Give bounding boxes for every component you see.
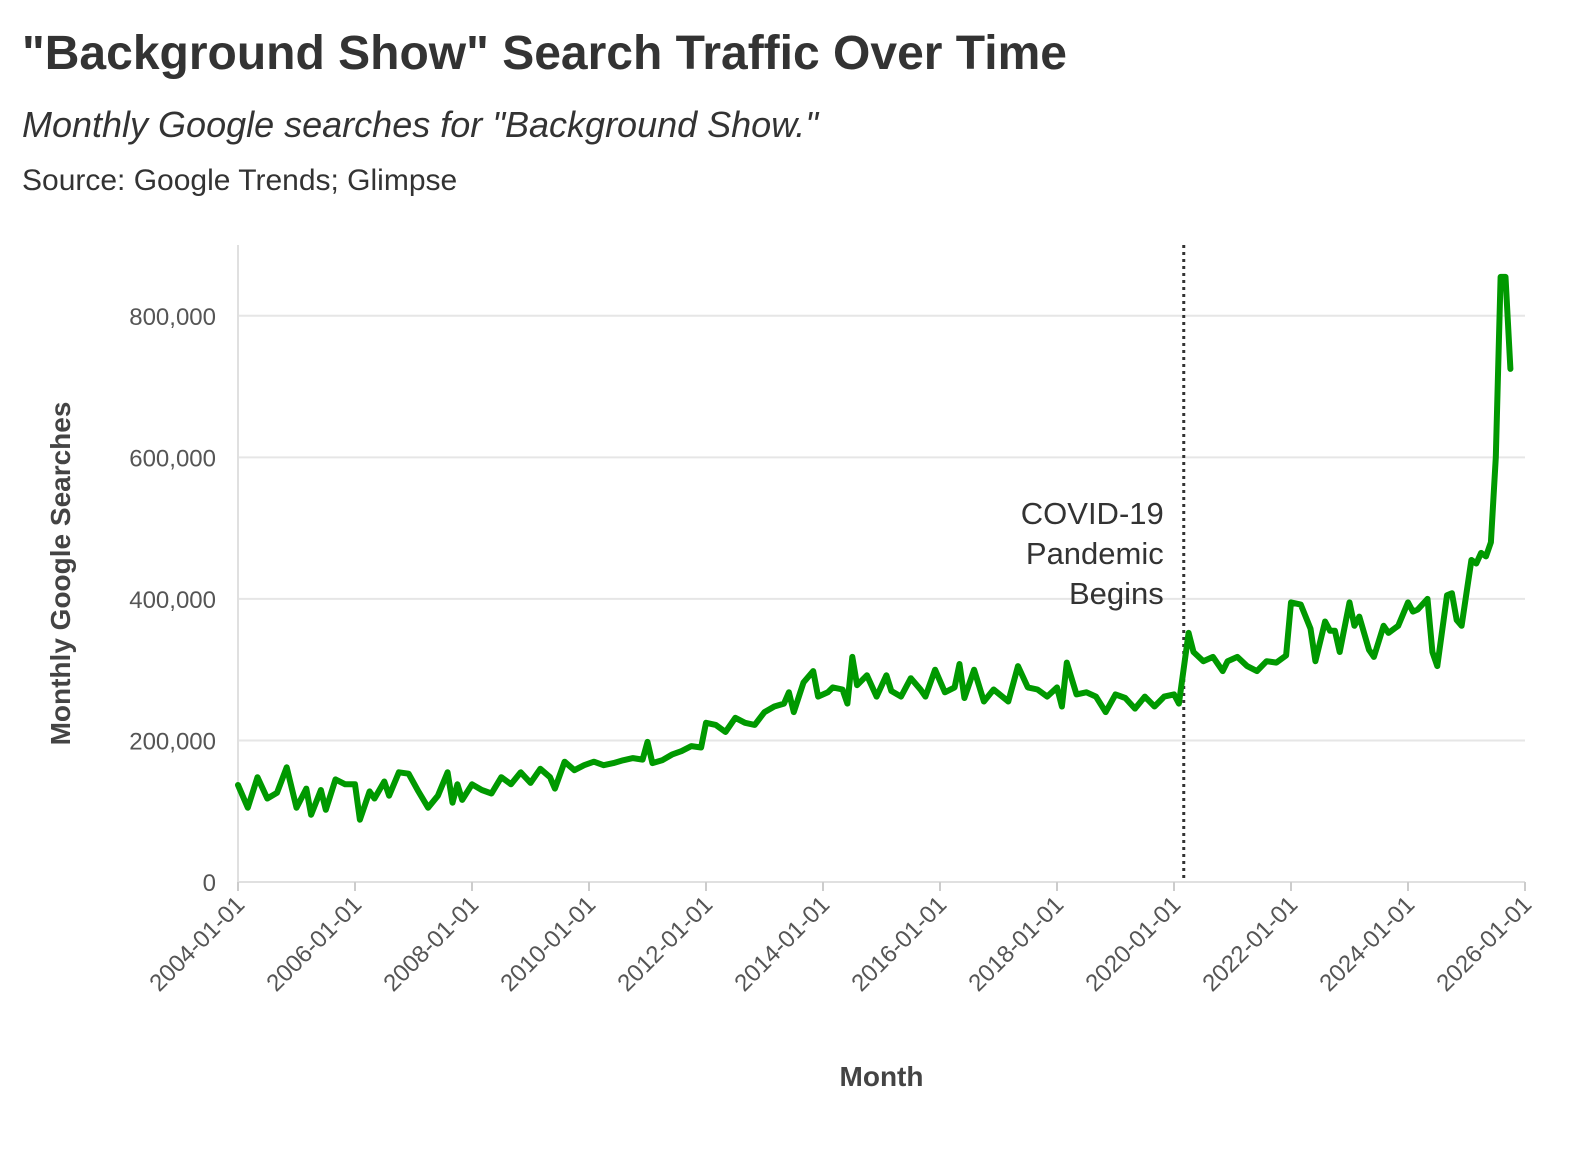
chart-caption: Source: Google Trends; Glimpse xyxy=(22,164,458,197)
x-tick-label: 2014-01-01 xyxy=(729,891,835,997)
x-tick-label: 2010-01-01 xyxy=(495,891,601,997)
y-tick-label: 600,000 xyxy=(129,445,216,472)
x-tick-label: 2026-01-01 xyxy=(1431,891,1537,997)
y-tick-label: 400,000 xyxy=(129,587,216,614)
y-axis-title: Monthly Google Searches xyxy=(45,402,76,746)
x-axis-title: Month xyxy=(840,1061,924,1092)
y-tick-label: 800,000 xyxy=(129,304,216,331)
covid-annotation-label: Begins xyxy=(1069,576,1164,611)
x-tick-label: 2020-01-01 xyxy=(1080,891,1186,997)
chart-subtitle: Monthly Google searches for "Background … xyxy=(22,104,818,145)
covid-annotation: COVID-19 Pandemic Begins xyxy=(1021,245,1186,882)
axes xyxy=(237,245,1525,883)
y-tick-label: 0 xyxy=(203,870,216,897)
x-tick-label: 2016-01-01 xyxy=(846,891,952,997)
x-axis-ticks: 2004-01-01 2006-01-01 2008-01-01 2010-01-01… xyxy=(144,882,1537,997)
chart-title: "Background Show" Search Traffic Over Ti… xyxy=(22,27,1067,80)
series-layer xyxy=(235,273,1514,823)
covid-annotation-label: COVID-19 xyxy=(1021,496,1164,531)
x-tick-label: 2024-01-01 xyxy=(1314,891,1420,997)
gridlines xyxy=(238,314,1525,742)
searches-series-line xyxy=(235,273,1514,823)
x-tick-label: 2008-01-01 xyxy=(378,891,484,997)
x-tick-label: 2018-01-01 xyxy=(963,891,1069,997)
covid-annotation-label: Pandemic xyxy=(1026,536,1164,571)
x-tick-label: 2006-01-01 xyxy=(261,891,367,997)
y-axis-ticks: 0 200,000 400,000 600,000 800,000 xyxy=(129,304,216,897)
y-tick-label: 200,000 xyxy=(129,728,216,755)
x-tick-label: 2004-01-01 xyxy=(144,891,250,997)
x-tick-label: 2022-01-01 xyxy=(1197,891,1303,997)
x-tick-label: 2012-01-01 xyxy=(612,891,718,997)
